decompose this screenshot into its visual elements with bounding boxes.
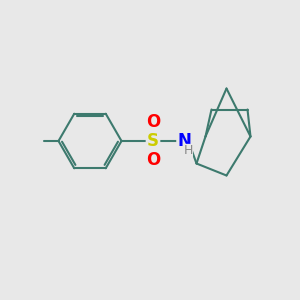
Text: H: H: [183, 144, 193, 157]
Text: N: N: [178, 132, 191, 150]
Text: S: S: [147, 132, 159, 150]
Text: O: O: [146, 113, 160, 131]
Text: O: O: [146, 151, 160, 169]
